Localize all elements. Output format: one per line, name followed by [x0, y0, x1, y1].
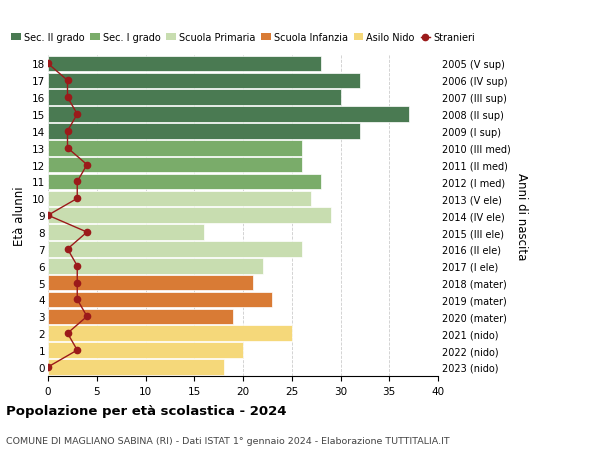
- Bar: [48, 258, 263, 274]
- Bar: [48, 107, 409, 123]
- Bar: [48, 292, 272, 308]
- Bar: [48, 141, 302, 156]
- Bar: [48, 359, 223, 375]
- Bar: [48, 241, 302, 257]
- Bar: [48, 309, 233, 325]
- Bar: [48, 90, 341, 106]
- Bar: [48, 56, 321, 72]
- Bar: [48, 174, 321, 190]
- Bar: [48, 191, 311, 207]
- Bar: [48, 275, 253, 291]
- Bar: [48, 73, 360, 89]
- Y-axis label: Età alunni: Età alunni: [13, 186, 26, 246]
- Legend: Sec. II grado, Sec. I grado, Scuola Primaria, Scuola Infanzia, Asilo Nido, Stran: Sec. II grado, Sec. I grado, Scuola Prim…: [7, 29, 479, 47]
- Bar: [48, 157, 302, 173]
- Bar: [48, 208, 331, 224]
- Y-axis label: Anni di nascita: Anni di nascita: [515, 172, 527, 259]
- Bar: [48, 342, 243, 358]
- Text: COMUNE DI MAGLIANO SABINA (RI) - Dati ISTAT 1° gennaio 2024 - Elaborazione TUTTI: COMUNE DI MAGLIANO SABINA (RI) - Dati IS…: [6, 436, 449, 445]
- Bar: [48, 326, 292, 341]
- Bar: [48, 225, 204, 241]
- Bar: [48, 124, 360, 140]
- Text: Popolazione per età scolastica - 2024: Popolazione per età scolastica - 2024: [6, 404, 287, 417]
